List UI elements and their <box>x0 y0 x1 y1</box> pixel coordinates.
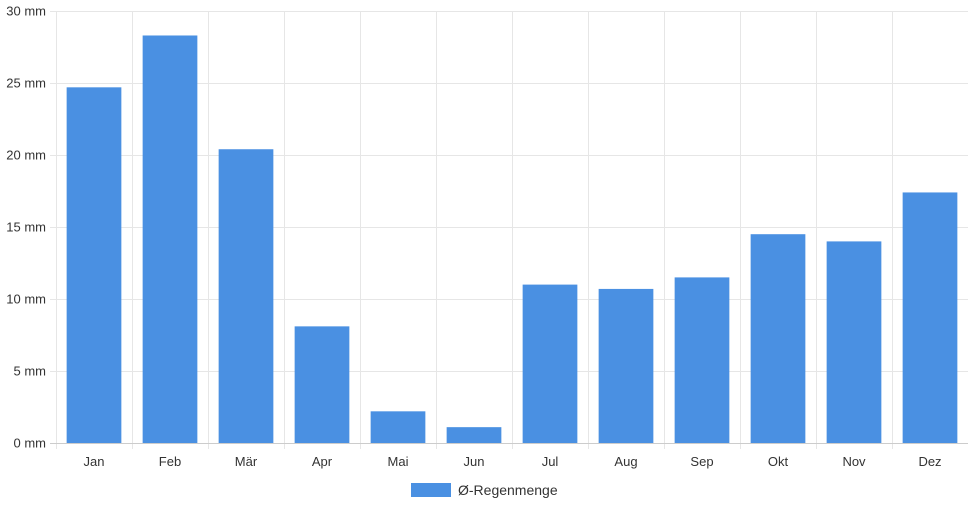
x-tick-label: Sep <box>690 454 713 469</box>
bar-dez <box>902 192 958 443</box>
bar-mär <box>218 149 274 444</box>
grid-lines <box>50 11 968 449</box>
legend: Ø-Regenmenge <box>411 482 558 498</box>
legend-swatch <box>411 483 451 497</box>
bar-okt <box>750 234 806 443</box>
x-tick-label: Dez <box>918 454 941 469</box>
y-tick-label: 10 mm <box>6 292 46 307</box>
x-tick-label: Jun <box>464 454 485 469</box>
bar-feb <box>142 35 198 443</box>
y-tick-label: 20 mm <box>6 148 46 163</box>
legend-label: Ø-Regenmenge <box>458 482 558 498</box>
x-tick-label: Jan <box>84 454 105 469</box>
bar-nov <box>826 241 882 443</box>
x-tick-label: Nov <box>842 454 866 469</box>
y-tick-label: 15 mm <box>6 220 46 235</box>
x-tick-label: Mär <box>235 454 258 469</box>
y-tick-label: 5 mm <box>14 364 47 379</box>
bars <box>66 35 958 444</box>
x-tick-label: Apr <box>312 454 333 469</box>
bar-apr <box>294 326 350 443</box>
axes: 0 mm 5 mm 10 mm 15 mm 20 mm 25 mm 30 mm Jan Feb M… <box>6 4 968 469</box>
bar-jul <box>522 284 578 443</box>
y-tick-label: 25 mm <box>6 76 46 91</box>
y-tick-label: 30 mm <box>6 4 46 19</box>
x-tick-label: Feb <box>159 454 181 469</box>
bar-mai <box>370 411 426 443</box>
x-tick-label: Mai <box>388 454 409 469</box>
bar-jun <box>446 427 502 443</box>
x-tick-label: Okt <box>768 454 789 469</box>
x-tick-label: Aug <box>614 454 637 469</box>
bar-aug <box>598 288 654 443</box>
y-tick-label: 0 mm <box>14 436 47 451</box>
x-tick-label: Jul <box>542 454 559 469</box>
bar-jan <box>66 87 122 443</box>
bar-sep <box>674 277 730 443</box>
